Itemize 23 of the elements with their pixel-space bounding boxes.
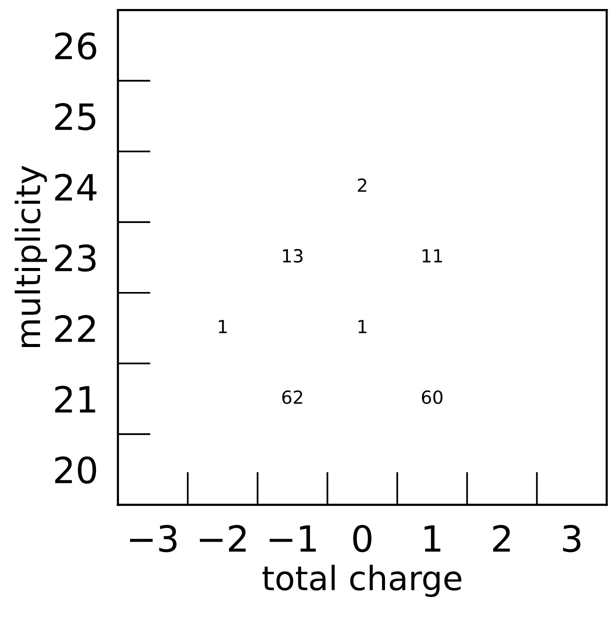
data-label: 13 xyxy=(282,249,303,263)
x-tick-label: 0 xyxy=(353,524,372,552)
data-label: 60 xyxy=(422,390,442,404)
y-tick-label: 21 xyxy=(55,386,96,413)
y-tick-label: 25 xyxy=(55,103,96,130)
x-tick-label: 2 xyxy=(493,524,510,552)
x-tick-label: 3 xyxy=(563,524,580,552)
y-tick-label: 24 xyxy=(55,174,96,200)
x-tick-label: −1 xyxy=(270,525,316,552)
x-axis-title: total charge xyxy=(262,564,462,598)
y-tick-label: 26 xyxy=(55,32,96,60)
data-label: 2 xyxy=(358,178,366,192)
x-tick-label: −3 xyxy=(130,524,177,552)
x-tick-label: −2 xyxy=(200,524,246,552)
data-label: 11 xyxy=(422,249,442,262)
y-tick-label: 20 xyxy=(55,456,96,484)
x-tick-label: 1 xyxy=(424,525,440,552)
data-label: 1 xyxy=(218,320,227,334)
data-label: 62 xyxy=(282,390,302,404)
y-axis-title: multiplicity xyxy=(14,166,47,348)
y-tick-label: 22 xyxy=(55,315,95,342)
data-label: 1 xyxy=(358,320,366,334)
y-tick-label: 23 xyxy=(55,244,96,272)
